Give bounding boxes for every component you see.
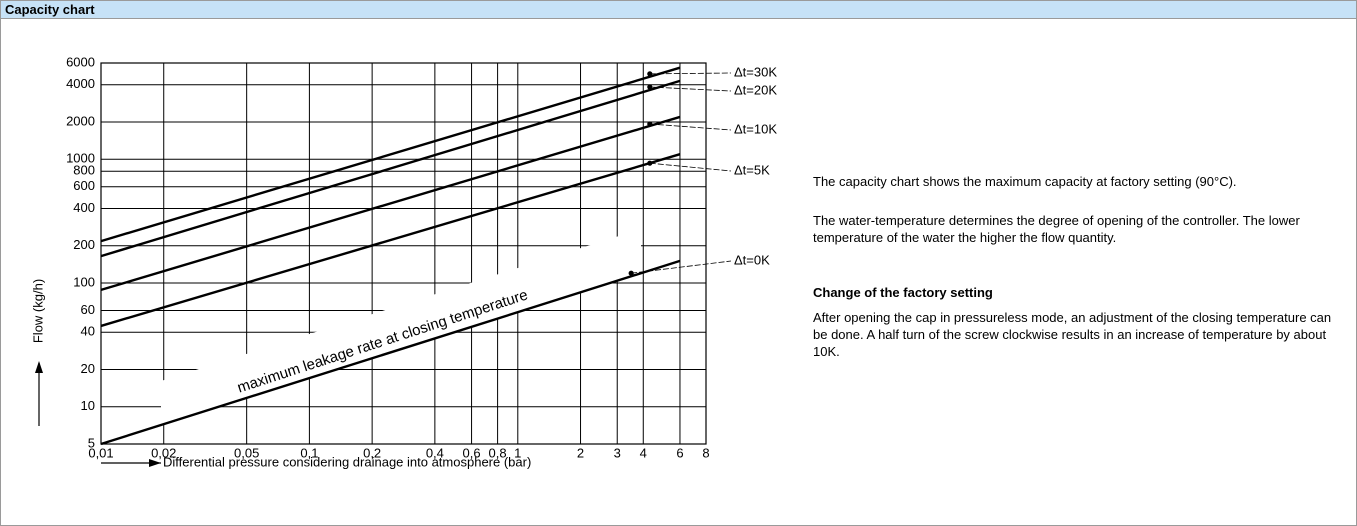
y-tick-label: 800 (73, 163, 95, 178)
y-tick-label: 1000 (66, 151, 95, 166)
y-tick-label: 2000 (66, 113, 95, 128)
x-tick-label: 6 (676, 445, 683, 460)
series-label: Δt=20K (734, 82, 777, 97)
y-tick-label: 40 (81, 324, 95, 339)
x-axis-label: Differential pressure considering draina… (163, 454, 531, 469)
series-line (100, 79, 681, 258)
leader-line (631, 260, 732, 274)
x-tick-label: 2 (577, 445, 584, 460)
x-tick-label: 0,05 (234, 445, 259, 460)
series-line (100, 115, 681, 292)
y-axis-label: Flow (kg/h) (30, 279, 45, 343)
x-tick-label: 0,1 (300, 445, 318, 460)
series-line (100, 259, 681, 446)
series-line (100, 66, 681, 243)
series-label: Δt=10K (734, 121, 777, 136)
leader-line (649, 86, 732, 92)
paragraph: After opening the cap in pressureless mo… (813, 310, 1332, 359)
x-tick-label: 0,01 (88, 445, 113, 460)
section-header: Capacity chart (1, 1, 1356, 19)
y-tick-label: 5 (88, 435, 95, 450)
y-tick-label: 20 (81, 361, 95, 376)
leader-line (649, 72, 732, 75)
x-tick-label: 4 (640, 445, 647, 460)
leader-line (649, 123, 732, 131)
y-tick-label: 400 (73, 200, 95, 215)
y-tick-label: 100 (73, 274, 95, 289)
x-tick-label: 3 (614, 445, 621, 460)
paragraph: The water-temperature determines the deg… (813, 213, 1300, 245)
y-arrowhead (35, 361, 43, 373)
x-tick-label: 0,02 (151, 445, 176, 460)
x-tick-label: 1 (514, 445, 521, 460)
y-tick-label: 6000 (66, 54, 95, 69)
description: The capacity chart shows the maximum cap… (813, 173, 1343, 382)
series-label: Δt=5K (734, 162, 770, 177)
paragraph: The capacity chart shows the maximum cap… (813, 174, 1237, 189)
x-tick-label: 0,2 (363, 445, 381, 460)
x-tick-label: 8 (702, 445, 709, 460)
y-tick-label: 600 (73, 178, 95, 193)
x-tick-label: 0,4 (426, 445, 444, 460)
heading: Change of the factory setting (813, 285, 993, 300)
x-tick-label: 0,8 (489, 445, 507, 460)
series-label: Δt=30K (734, 64, 777, 79)
y-tick-label: 200 (73, 237, 95, 252)
annotation-band (161, 229, 641, 425)
y-tick-label: 4000 (66, 76, 95, 91)
y-tick-label: 60 (81, 302, 95, 317)
x-arrowhead (149, 459, 161, 467)
leader-line (649, 162, 732, 172)
x-tick-label: 0,6 (463, 445, 481, 460)
series-label: Δt=0K (734, 252, 770, 267)
y-tick-label: 10 (81, 398, 95, 413)
series-line (100, 153, 681, 328)
